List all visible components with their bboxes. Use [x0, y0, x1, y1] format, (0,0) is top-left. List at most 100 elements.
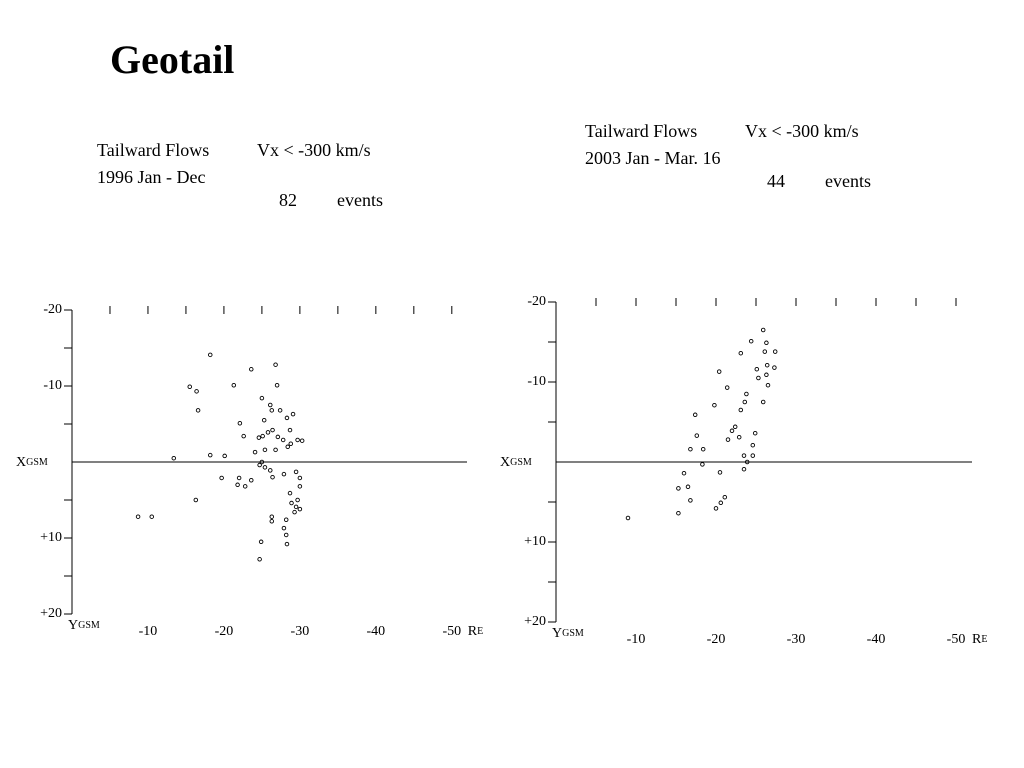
event-point [736, 434, 742, 440]
event-point [722, 494, 728, 500]
event-point [269, 519, 275, 524]
event-point [681, 470, 687, 476]
event-point [293, 504, 299, 510]
event-point [270, 474, 275, 480]
header-period: 1996 Jan - Dec [97, 167, 205, 187]
event-point [277, 408, 283, 413]
event-point [742, 399, 748, 405]
event-point [717, 470, 723, 475]
event-point [293, 469, 299, 475]
event-point [288, 441, 294, 447]
x-tick-label: -50 [442, 624, 461, 639]
event-point [193, 497, 199, 503]
event-point [187, 384, 192, 390]
event-count: 82 [279, 190, 297, 210]
event-point [274, 382, 280, 388]
event-point [149, 514, 155, 519]
event-point [764, 372, 769, 378]
event-point [290, 411, 296, 417]
x-axis-unit: RE [468, 624, 483, 639]
header-title: Tailward Flows [97, 140, 209, 160]
x-tick-label: -20 [707, 632, 726, 647]
event-point [688, 498, 693, 503]
event-label: events [337, 190, 383, 210]
header-condition: Vx < -300 km/s [745, 121, 859, 141]
x-tick-label: -40 [867, 632, 886, 647]
event-point [207, 452, 213, 458]
x-tick-label: -10 [627, 632, 646, 647]
event-point [222, 453, 227, 459]
event-point [242, 484, 248, 489]
event-point [259, 459, 265, 465]
event-point [249, 477, 254, 483]
event-point [688, 446, 693, 452]
event-point [762, 349, 768, 354]
event-point [692, 412, 698, 418]
event-point [284, 541, 290, 547]
event-point [676, 510, 681, 516]
event-point [195, 408, 201, 413]
x-tick-label: -40 [367, 624, 386, 639]
x-tick-label: -30 [787, 632, 806, 647]
label-main: Y [68, 618, 78, 633]
x-tick-label: -50 [947, 632, 966, 647]
event-point [741, 466, 747, 472]
event-point [259, 395, 265, 401]
event-point [685, 484, 691, 490]
y-axis-label: XGSM [500, 455, 532, 470]
event-point [268, 468, 273, 473]
header-title: Tailward Flows [585, 121, 697, 141]
event-point [750, 442, 756, 448]
event-point [295, 437, 300, 443]
event-point [269, 514, 275, 519]
event-point [194, 389, 199, 394]
event-point [283, 517, 289, 523]
event-point [249, 367, 254, 372]
event-point [275, 434, 281, 440]
event-point [297, 506, 303, 512]
event-label: events [825, 171, 871, 191]
event-point [280, 437, 286, 443]
event-point [295, 497, 300, 503]
label-sub: GSM [510, 457, 532, 468]
event-point [744, 391, 749, 397]
event-point [260, 433, 265, 439]
event-point [752, 430, 758, 436]
event-point [261, 417, 267, 423]
event-point [231, 382, 237, 388]
event-point [284, 415, 290, 421]
event-point [756, 375, 761, 381]
y-tick-label: -20 [43, 302, 62, 317]
event-point [724, 385, 730, 390]
x-axis-unit: RE [972, 632, 987, 647]
event-point [287, 490, 293, 496]
label-sub: GSM [26, 457, 48, 468]
x-tick-label: -20 [215, 624, 234, 639]
event-point [700, 462, 705, 467]
chart: Tailward Flows Vx < -300 km/s 1996 Jan - D… [16, 140, 483, 639]
event-point [281, 525, 287, 531]
label-sub: E [981, 634, 987, 645]
event-point [285, 444, 290, 450]
event-point [738, 350, 744, 356]
event-point [725, 437, 731, 442]
event-point [268, 402, 273, 408]
event-point [744, 459, 750, 465]
event-point [273, 362, 278, 367]
x-tick-label: -10 [139, 624, 158, 639]
slide-title: Geotail [110, 37, 234, 82]
header-condition: Vx < -300 km/s [257, 140, 371, 160]
event-point [262, 447, 268, 453]
event-point [772, 365, 777, 370]
y-tick-label: +20 [524, 614, 546, 629]
event-point [625, 515, 631, 521]
event-point [748, 338, 754, 344]
event-point [754, 366, 760, 372]
label-sub: E [477, 626, 483, 637]
y-tick-label: -10 [43, 378, 62, 393]
event-point [729, 428, 735, 434]
event-point [764, 362, 770, 368]
y-tick-label: +10 [524, 534, 546, 549]
event-point [207, 352, 213, 358]
